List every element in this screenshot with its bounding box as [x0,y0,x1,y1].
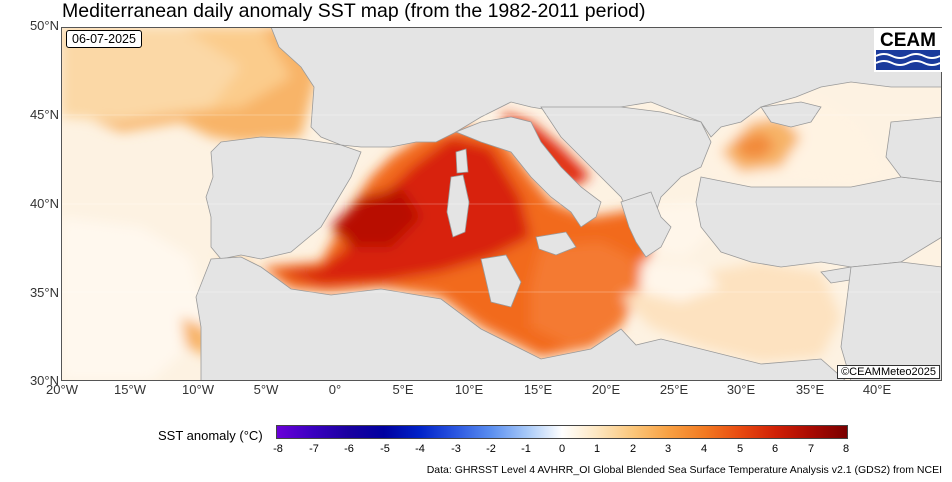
colorbar-title: SST anomaly (°C) [158,428,263,443]
colorbar [276,425,848,439]
lon-label: 10°E [454,382,484,397]
colorbar-tick: -5 [380,443,390,455]
colorbar-tick: 2 [629,443,637,455]
data-source-note: Data: GHRSST Level 4 AVHRR_OI Global Ble… [426,464,942,476]
copyright-label: ©CEAMMeteo2025 [837,365,940,379]
lat-label: 35°N [29,285,59,300]
lon-label: 5°E [392,382,414,397]
colorbar-tick: -3 [451,443,461,455]
black-sea-anomaly [711,92,891,187]
colorbar-tick: 8 [842,443,850,455]
colorbar-tick: -4 [415,443,425,455]
lon-label: 5°W [253,382,279,397]
lon-label: 10°W [182,382,214,397]
colorbar-tick: 6 [771,443,779,455]
ceam-logo: CEAM [874,28,942,72]
colorbar-tick: 3 [664,443,672,455]
ceam-logo-text: CEAM [880,30,936,51]
lat-label: 30°N [29,373,59,388]
colorbar-tick: -8 [273,443,283,455]
lon-label: 20°E [591,382,621,397]
lon-label: 15°E [523,382,553,397]
lon-label: 0° [328,382,342,397]
lat-label: 40°N [29,196,59,211]
land [195,27,942,381]
colorbar-tick: 7 [807,443,815,455]
lon-label: 40°E [862,382,892,397]
sst-anomaly-map [61,27,942,381]
graticule [61,114,942,293]
colorbar-tick: 4 [700,443,708,455]
lat-label: 50°N [29,18,59,33]
lon-label: 35°E [795,382,825,397]
lon-label: 20°W [46,382,78,397]
colorbar-tick: -1 [521,443,531,455]
colorbar-tick: 5 [736,443,744,455]
lat-label: 45°N [29,107,59,122]
map-title: Mediterranean daily anomaly SST map (fro… [62,0,646,22]
colorbar-tick: 0 [558,443,566,455]
date-label: 06-07-2025 [66,30,142,48]
lon-label: 15°W [114,382,146,397]
colorbar-tick: -7 [309,443,319,455]
lon-label: 30°E [726,382,756,397]
colorbar-tick: 1 [593,443,601,455]
colorbar-tick: -2 [486,443,496,455]
colorbar-tick: -6 [344,443,354,455]
lon-label: 25°E [659,382,689,397]
